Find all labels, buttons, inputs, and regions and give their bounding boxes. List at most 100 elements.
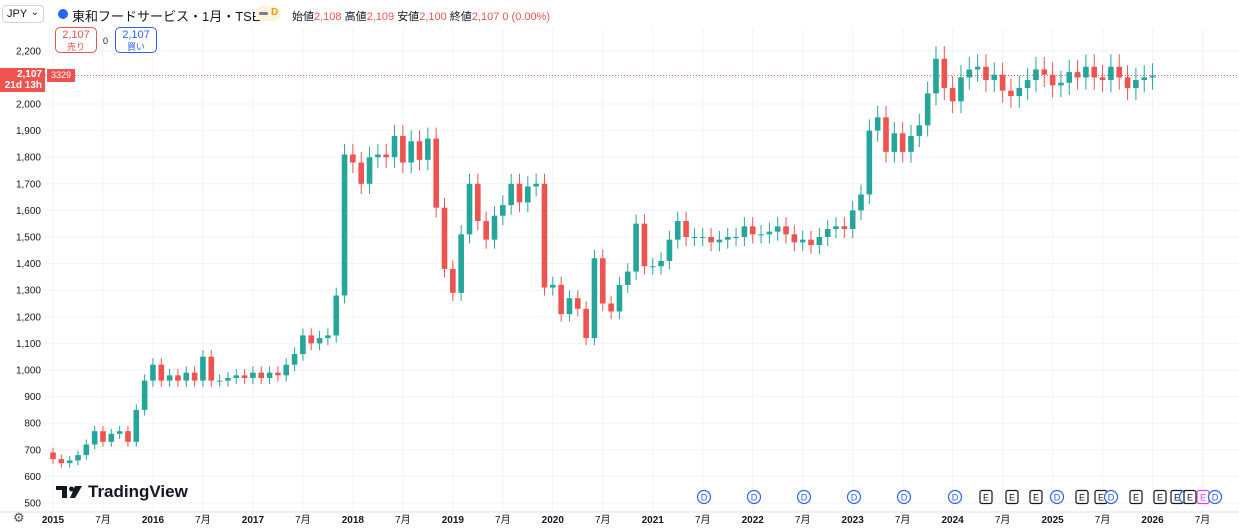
candle <box>341 143 348 304</box>
sell-button[interactable]: 2,107 売り <box>55 27 97 53</box>
candle <box>1049 62 1056 98</box>
y-tick-label: 1,100 <box>16 339 41 350</box>
dividend-marker[interactable]: D <box>947 489 963 505</box>
candle <box>175 369 181 387</box>
candle <box>225 371 231 387</box>
earnings-marker[interactable]: E <box>1129 489 1143 505</box>
x-tick-label: 7月 <box>895 514 911 526</box>
candle-body <box>1008 90 1014 97</box>
candle-body <box>75 455 81 461</box>
dividend-marker[interactable]: D <box>696 489 712 505</box>
x-tick-label: 2018 <box>342 515 365 526</box>
candle <box>841 217 848 239</box>
x-tick-label: 7月 <box>995 514 1011 526</box>
candle-body <box>666 239 673 261</box>
candle-body <box>724 237 731 240</box>
candle <box>491 206 498 249</box>
candle-body <box>475 183 481 222</box>
candle-body <box>208 356 215 381</box>
candle-body <box>1141 77 1148 81</box>
candle-body <box>358 162 365 184</box>
candle-body <box>350 154 356 163</box>
candle <box>275 366 281 382</box>
earnings-marker[interactable]: E <box>1153 489 1167 505</box>
dividend-marker[interactable]: D <box>1049 489 1065 505</box>
candle <box>1116 54 1123 90</box>
candle <box>1041 57 1048 88</box>
dividend-marker-label: D <box>1212 493 1219 503</box>
candle <box>774 217 781 241</box>
candle <box>616 276 623 320</box>
dividend-marker[interactable]: D <box>796 489 812 505</box>
candle <box>191 366 198 387</box>
candle-body <box>683 221 689 237</box>
candle-body <box>291 354 298 365</box>
candle <box>766 222 773 244</box>
earnings-marker[interactable]: E <box>979 489 993 505</box>
dividend-marker[interactable]: D <box>746 489 762 505</box>
candle <box>325 328 331 346</box>
earnings-marker-box <box>1075 489 1089 505</box>
currency-label: JPY <box>7 8 28 20</box>
x-tick-label: 2017 <box>242 515 265 526</box>
tradingview-logo-mark <box>56 486 82 498</box>
candle <box>708 227 714 252</box>
earnings-marker[interactable]: E <box>1075 489 1089 505</box>
event-markers[interactable]: DDDDDDEEEDEEDEEEDEED <box>696 489 1223 505</box>
currency-selector[interactable]: JPY ⌄ <box>2 5 44 23</box>
candle-body <box>949 88 956 102</box>
candle <box>1024 67 1031 101</box>
candle <box>874 105 881 142</box>
gear-icon[interactable]: ⚙ <box>13 510 25 525</box>
candle-body <box>525 186 531 203</box>
earnings-marker[interactable]: E <box>1196 489 1210 505</box>
candle <box>1091 54 1098 90</box>
candle <box>425 127 431 171</box>
candle <box>166 369 173 387</box>
candle-body <box>858 194 864 211</box>
candle-body <box>50 452 56 460</box>
earnings-marker[interactable]: E <box>1005 489 1019 505</box>
high-label: 高値 <box>344 11 367 23</box>
candle-body <box>408 141 414 163</box>
candle-body <box>266 372 273 378</box>
candle-body <box>66 460 73 464</box>
candle <box>566 290 573 322</box>
candle <box>916 114 923 147</box>
y-tick-label: 1,800 <box>16 153 41 164</box>
candle <box>883 105 889 163</box>
candle <box>358 151 365 194</box>
candle <box>108 428 115 447</box>
candle <box>716 230 723 252</box>
candle <box>899 122 906 163</box>
candle <box>483 211 489 249</box>
candle <box>116 426 123 439</box>
candle-body <box>733 237 739 238</box>
candle-body <box>633 223 639 272</box>
x-tick-label: 7月 <box>195 514 211 526</box>
candle <box>816 227 823 254</box>
earnings-marker[interactable]: E <box>1029 489 1043 505</box>
earnings-marker[interactable]: E <box>1094 489 1108 505</box>
tradingview-logo[interactable]: TradingView <box>56 482 188 502</box>
earnings-marker-box <box>1005 489 1019 505</box>
dividend-marker[interactable]: D <box>846 489 862 505</box>
x-axis[interactable]: 2015 7月 2016 7月 2017 7月 2018 7月 2019 7月 2020 7月 2021… <box>42 514 1210 526</box>
close-value: 2,107 <box>471 11 500 23</box>
buy-button[interactable]: 2,107 買い <box>115 27 157 53</box>
candle-body <box>1066 72 1073 83</box>
delay-badge[interactable]: D <box>255 6 281 21</box>
symbol-title[interactable]: 東和フードサービス・1月・TSE <box>72 9 261 24</box>
dividend-marker[interactable]: D <box>1103 489 1119 505</box>
candle <box>1008 78 1014 108</box>
candle-body <box>708 237 714 243</box>
candle <box>250 366 256 385</box>
earnings-marker[interactable]: E <box>1183 489 1197 505</box>
dividend-marker[interactable]: D <box>896 489 912 505</box>
dividend-marker[interactable]: D <box>1207 489 1223 505</box>
candle <box>799 230 806 252</box>
dividend-marker-circle <box>696 489 712 505</box>
candle-body <box>658 260 664 267</box>
delay-letter: D <box>271 7 279 18</box>
